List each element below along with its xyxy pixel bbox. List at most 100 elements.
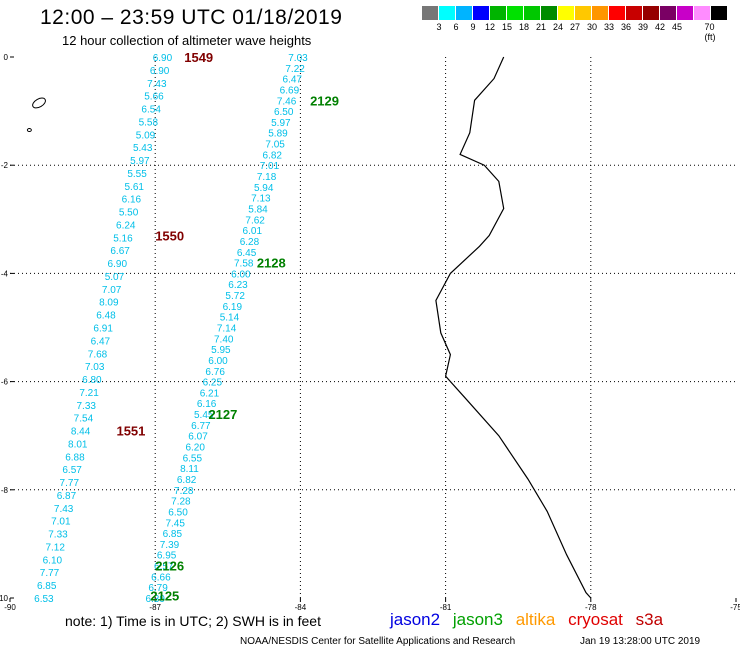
track1-swh-value: 5.55 — [127, 169, 147, 180]
track1-swh-value: 7.77 — [40, 568, 60, 579]
scale-label: 3 — [436, 22, 442, 32]
scale-swatch — [677, 6, 694, 20]
track2-swh-value: 6.55 — [183, 453, 203, 464]
scale-label: 15 — [501, 22, 513, 32]
track1-pass-label: 1549 — [184, 50, 213, 65]
lat-tick-label: -8 — [1, 486, 9, 495]
legend-s3a: s3a — [635, 610, 664, 629]
track1-swh-value: 7.03 — [85, 362, 105, 373]
track1-swh-value: 7.33 — [76, 401, 96, 412]
lat-tick-label: -4 — [1, 269, 9, 278]
track1-swh-value: 7.77 — [60, 478, 80, 489]
lon-tick-label: -78 — [585, 603, 597, 612]
scale-label: 12 — [484, 22, 495, 32]
scale-swatch — [558, 6, 575, 20]
track2-swh-value: 5.72 — [225, 291, 245, 302]
track2-swh-value: 6.00 — [208, 356, 228, 367]
track1-swh-value: 5.09 — [136, 130, 156, 141]
track1-swh-value: 6.67 — [110, 246, 130, 257]
scale-label: 6 — [453, 22, 459, 32]
track2-swh-value: 7.40 — [214, 334, 234, 345]
scale-swatch — [422, 6, 439, 20]
lat-tick-label: -6 — [1, 378, 9, 387]
scale-label: 27 — [569, 22, 581, 32]
lon-tick-label: -87 — [149, 603, 161, 612]
track1-pass-label: 1550 — [155, 229, 184, 244]
credit-text: NOAA/NESDIS Center for Satellite Applica… — [240, 636, 516, 647]
timestamp-text: Jan 19 13:28:00 UTC 2019 — [580, 636, 701, 647]
track2-swh-value: 7.62 — [245, 215, 265, 226]
track1-swh-value: 6.80 — [82, 375, 102, 386]
track2-pass-label: 2128 — [257, 256, 286, 271]
track2-swh-value: 6.57 — [154, 562, 174, 573]
track2-swh-value: 6.69 — [280, 85, 300, 96]
track1-swh-value: 6.10 — [43, 555, 63, 566]
track1-swh-value: 5.43 — [133, 143, 153, 154]
legend-cryosat: cryosat — [568, 610, 623, 629]
track2-swh-value: 7.18 — [257, 172, 277, 183]
track1-swh-value: 6.90 — [150, 66, 170, 77]
scale-label: 33 — [603, 22, 615, 32]
lon-tick-label: -81 — [440, 603, 452, 612]
track2-swh-value: 6.76 — [205, 367, 225, 378]
track2-swh-value: 6.77 — [191, 421, 211, 432]
scale-swatch — [626, 6, 643, 20]
track2-swh-value: 6.21 — [200, 388, 220, 399]
scale-swatch — [507, 6, 524, 20]
track2-swh-value: 5.84 — [248, 204, 268, 215]
track2-swh-value: 6.66 — [151, 572, 171, 583]
track1-swh-value: 7.33 — [48, 530, 68, 541]
track1-swh-value: 6.91 — [93, 324, 113, 335]
track2-swh-value: 6.00 — [231, 269, 251, 280]
track1-swh-value: 8.09 — [99, 298, 119, 309]
lon-tick-label: -84 — [295, 603, 307, 612]
scale-swatch — [609, 6, 626, 20]
track2-swh-value: 7.28 — [171, 497, 191, 508]
scale-swatch — [575, 6, 592, 20]
track2-swh-value: 7.46 — [277, 96, 297, 107]
track2-swh-value: 6.01 — [243, 226, 263, 237]
legend-altika: altika — [515, 610, 556, 629]
map-title: 12:00 – 23:59 UTC 01/18/2019 — [40, 6, 343, 29]
track2-swh-value: 6.47 — [283, 75, 303, 86]
track1-swh-value: 8.01 — [68, 439, 88, 450]
track2-swh-value: 5.45 — [194, 410, 214, 421]
track2-swh-value: 5.95 — [211, 345, 231, 356]
track2-swh-value: 6.82 — [263, 150, 283, 161]
track1-swh-value: 6.90 — [108, 259, 128, 270]
track1-swh-value: 6.85 — [37, 581, 57, 592]
galapagos-island — [32, 97, 46, 109]
scale-swatch — [473, 6, 490, 20]
track1-swh-value: 5.07 — [105, 272, 125, 283]
scale-swatch — [643, 6, 660, 20]
track2-swh-value: 6.25 — [203, 378, 223, 389]
track1-swh-value: 6.57 — [62, 465, 82, 476]
track1-swh-value: 7.54 — [74, 414, 94, 425]
track2-swh-value: 7.28 — [174, 486, 194, 497]
scale-label: 9 — [470, 22, 476, 32]
track2-pass-label: 2125 — [150, 588, 179, 603]
track2-swh-value: 7.39 — [160, 540, 180, 551]
scale-swatch — [592, 6, 609, 20]
track2-swh-value: 8.11 — [180, 464, 199, 475]
scale-label: 45 — [671, 22, 683, 32]
track2-swh-value: 6.79 — [148, 583, 168, 594]
track1-swh-value: 5.61 — [124, 182, 144, 193]
track1-swh-value: 5.97 — [130, 156, 150, 167]
track1-swh-value: 6.90 — [153, 53, 173, 64]
scale-swatch — [694, 6, 711, 20]
track1-swh-value: 7.43 — [54, 504, 74, 515]
track1-swh-value: 5.66 — [144, 92, 164, 103]
scale-label: 18 — [518, 22, 530, 32]
scale-label: 24 — [552, 22, 563, 32]
scale-swatch — [711, 6, 728, 20]
track2-swh-value: 6.95 — [157, 551, 177, 562]
track2-swh-value: 6.85 — [163, 529, 183, 540]
map-subtitle: 12 hour collection of altimeter wave hei… — [62, 33, 312, 48]
track1-swh-value: 5.16 — [113, 233, 133, 244]
track1-swh-value: 7.07 — [102, 285, 122, 296]
track2-swh-value: 6.20 — [185, 443, 205, 454]
lon-tick-label: -90 — [4, 603, 16, 612]
track1-swh-value: 5.58 — [139, 117, 159, 128]
